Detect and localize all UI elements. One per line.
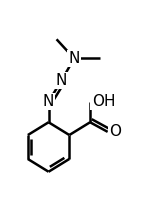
Text: O: O xyxy=(109,124,121,139)
Text: N: N xyxy=(68,51,80,66)
Text: N: N xyxy=(56,73,67,88)
Text: N: N xyxy=(43,94,54,109)
Text: OH: OH xyxy=(92,94,115,109)
